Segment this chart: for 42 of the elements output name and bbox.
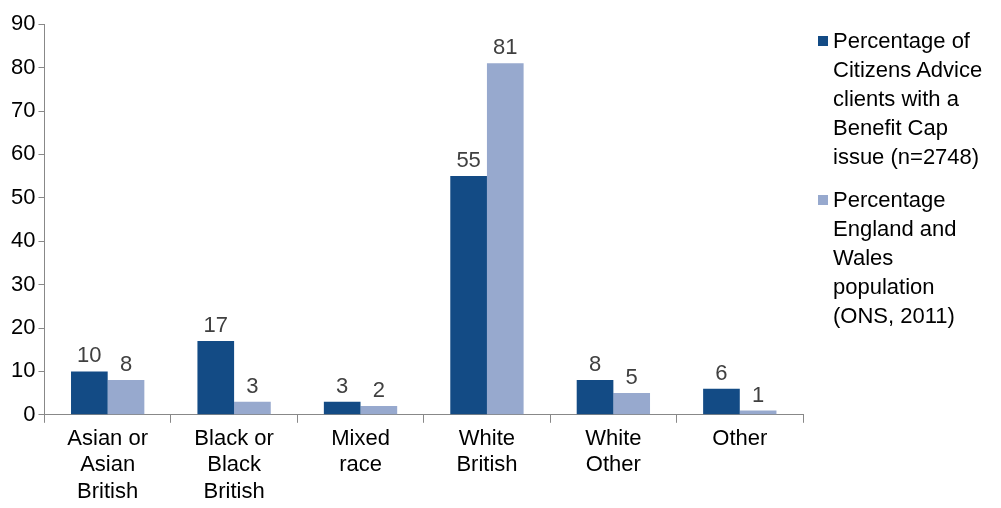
bar (360, 406, 398, 415)
y-tick-label: 70 (10, 97, 36, 123)
data-label: 1 (752, 381, 765, 407)
bar (486, 63, 524, 415)
data-label: 17 (203, 312, 229, 338)
x-tick-label: Other (712, 425, 768, 451)
data-label: 8 (588, 351, 602, 377)
bar (613, 393, 651, 415)
bar (234, 401, 271, 415)
data-label: 3 (246, 372, 259, 398)
y-tick-label: 40 (10, 227, 36, 253)
y-tick-label: 10 (10, 357, 36, 383)
data-label: 8 (119, 351, 133, 377)
data-label: 2 (372, 377, 385, 403)
bar (107, 380, 145, 415)
bar (450, 176, 487, 415)
data-label: 10 (77, 342, 102, 368)
y-tick-label: 30 (10, 270, 36, 296)
data-label: 3 (336, 372, 349, 398)
x-tick-label: Mixed race (331, 425, 390, 477)
x-tick-label: Black or Black British (194, 425, 274, 503)
data-label: 6 (715, 359, 728, 385)
x-tick-label: White British (456, 425, 518, 477)
bar (71, 371, 108, 415)
legend-label: Percentage England and Wales population (ONS, 2011) (833, 186, 958, 330)
data-label: 5 (625, 364, 638, 390)
y-tick-label: 80 (10, 53, 36, 79)
x-tick-label: White Other (585, 425, 642, 477)
x-tick-label: Asian or Asian British (67, 425, 149, 503)
data-label: 55 (456, 147, 481, 173)
bar (739, 410, 777, 415)
bar (703, 388, 740, 415)
bar (197, 341, 235, 415)
bar (323, 401, 361, 415)
y-tick-label: 20 (10, 314, 36, 340)
bar (576, 380, 614, 415)
legend-label: Percentage of Citizens Advice clients with a Benefit Cap issue (n=2748) (833, 27, 984, 171)
y-tick-label: 60 (10, 140, 36, 166)
data-label: 81 (493, 34, 518, 60)
y-tick-label: 90 (10, 10, 36, 36)
y-tick-label: 0 (23, 400, 36, 426)
y-tick-label: 50 (10, 183, 36, 209)
